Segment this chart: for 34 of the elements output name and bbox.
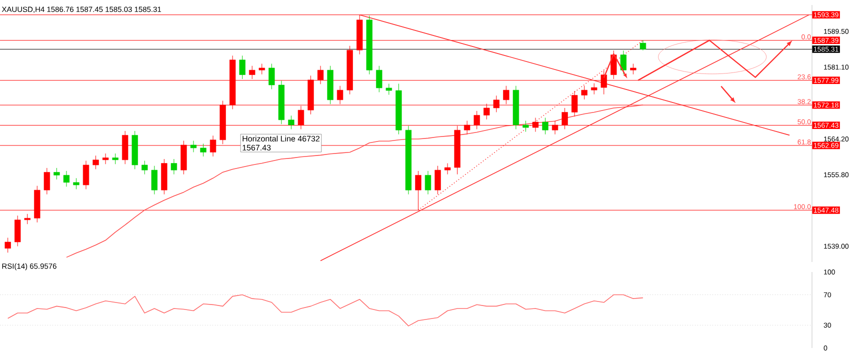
candlestick bbox=[200, 143, 206, 157]
candlestick bbox=[581, 86, 588, 100]
candlestick bbox=[386, 83, 392, 96]
candlestick bbox=[151, 166, 158, 195]
candlestick bbox=[44, 168, 50, 195]
candlestick bbox=[268, 63, 275, 90]
candlestick bbox=[142, 160, 148, 175]
candlestick bbox=[102, 153, 109, 164]
candlestick bbox=[542, 118, 548, 135]
candlestick bbox=[591, 83, 598, 95]
candlestick bbox=[63, 170, 70, 187]
candlestick bbox=[170, 158, 178, 175]
candlestick bbox=[112, 153, 118, 164]
annotation: 1567.43 bbox=[242, 144, 271, 151]
candlestick bbox=[73, 178, 80, 190]
candlestick bbox=[239, 55, 246, 80]
candlestick bbox=[288, 115, 294, 130]
candlestick bbox=[14, 215, 21, 246]
candlestick bbox=[620, 50, 626, 75]
candlestick bbox=[258, 63, 265, 75]
candlestick bbox=[444, 163, 451, 175]
candlestick bbox=[82, 160, 90, 190]
candlestick bbox=[640, 40, 646, 51]
candlestick bbox=[434, 166, 441, 195]
candlestick bbox=[4, 237, 11, 253]
candlestick bbox=[190, 140, 197, 152]
candlestick bbox=[24, 214, 30, 224]
candlestick bbox=[630, 63, 636, 75]
candlestick bbox=[92, 155, 99, 170]
candlestick bbox=[424, 170, 432, 195]
candlestick bbox=[376, 66, 382, 92]
annotation: Horizontal Line 46732 bbox=[242, 136, 320, 142]
candlestick bbox=[54, 168, 60, 180]
candlestick bbox=[522, 120, 529, 132]
